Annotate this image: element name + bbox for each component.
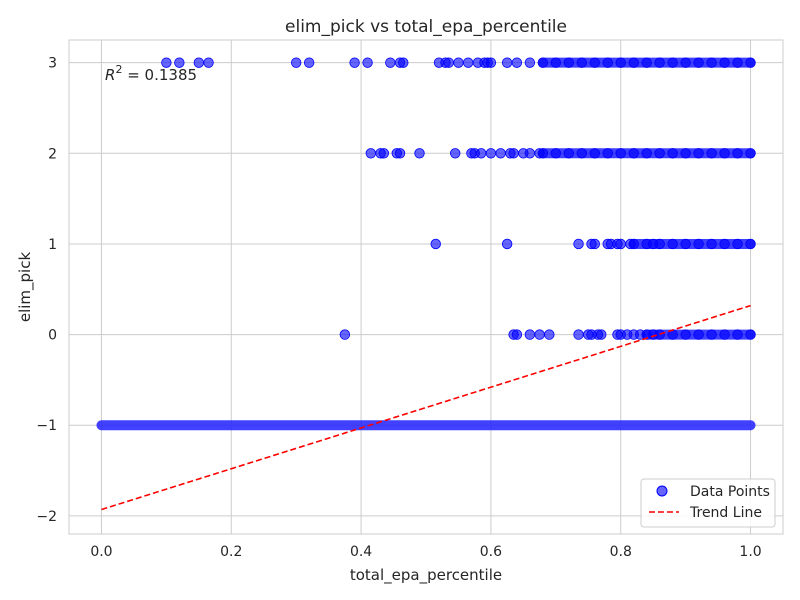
data-point bbox=[475, 148, 487, 159]
data-point bbox=[589, 238, 600, 250]
data-point bbox=[524, 329, 536, 340]
data-point bbox=[303, 57, 315, 68]
y-tick-label: 2 bbox=[48, 146, 57, 162]
data-point bbox=[339, 329, 351, 340]
y-tick-label: 0 bbox=[48, 328, 57, 344]
data-point bbox=[596, 329, 607, 340]
data-point bbox=[524, 148, 536, 159]
x-tick-label: 0.6 bbox=[480, 544, 502, 560]
y-tick-label: 1 bbox=[48, 237, 57, 253]
data-point bbox=[203, 57, 214, 68]
data-point bbox=[485, 148, 497, 159]
legend-label-data-points: Data Points bbox=[690, 484, 770, 500]
data-point bbox=[349, 57, 360, 68]
data-point bbox=[174, 57, 185, 68]
x-tick-label: 0.2 bbox=[220, 544, 242, 560]
y-axis-label: elim_pick bbox=[16, 252, 35, 323]
data-point bbox=[161, 57, 172, 68]
data-point bbox=[501, 238, 513, 250]
data-point bbox=[430, 238, 441, 250]
x-tick-label: 0.4 bbox=[350, 544, 372, 560]
y-tick-label: −1 bbox=[36, 418, 57, 434]
data-point bbox=[290, 57, 302, 68]
x-tick-label: 0.8 bbox=[610, 544, 632, 560]
data-point bbox=[511, 57, 523, 68]
data-point bbox=[573, 329, 584, 340]
data-point bbox=[398, 57, 409, 68]
data-point bbox=[544, 329, 555, 340]
data-point bbox=[462, 57, 474, 68]
x-tick-label: 1.0 bbox=[739, 544, 761, 560]
data-point bbox=[443, 57, 454, 68]
data-point bbox=[453, 57, 464, 68]
data-point bbox=[501, 57, 513, 68]
data-point bbox=[385, 57, 396, 68]
data-point bbox=[511, 329, 523, 340]
x-axis-label: total_epa_percentile bbox=[350, 566, 502, 585]
data-point bbox=[615, 238, 626, 250]
legend-box bbox=[640, 478, 776, 528]
x-tick-label: 0.0 bbox=[90, 544, 112, 560]
trend-line-layer bbox=[101, 304, 751, 511]
data-point bbox=[365, 148, 377, 159]
data-point bbox=[508, 148, 519, 159]
ticks: 0.0 0.2 0.4 0.6 0.8 1.0 −2 −1 0 1 2 3 bbox=[36, 56, 761, 560]
r-squared-annotation: R2 = 0.1385 bbox=[105, 63, 197, 84]
y-tick-label: −2 bbox=[36, 509, 57, 525]
data-point bbox=[534, 329, 545, 340]
data-points bbox=[161, 57, 756, 340]
data-point bbox=[414, 148, 425, 159]
data-point bbox=[450, 148, 461, 159]
legend: Data Points Trend Line bbox=[640, 478, 776, 528]
data-point bbox=[485, 57, 497, 68]
data-point bbox=[362, 57, 373, 68]
data-point bbox=[573, 238, 584, 250]
data-point bbox=[524, 57, 536, 68]
data-point bbox=[394, 148, 406, 159]
trend-line bbox=[101, 304, 751, 511]
legend-label-trend-line: Trend Line bbox=[689, 505, 762, 521]
data-point bbox=[378, 148, 390, 159]
chart-title: elim_pick vs total_epa_percentile bbox=[285, 17, 567, 37]
legend-marker-data-points bbox=[656, 485, 668, 497]
y-tick-label: 3 bbox=[48, 56, 57, 72]
plot-area bbox=[68, 39, 784, 535]
data-point bbox=[495, 148, 506, 159]
